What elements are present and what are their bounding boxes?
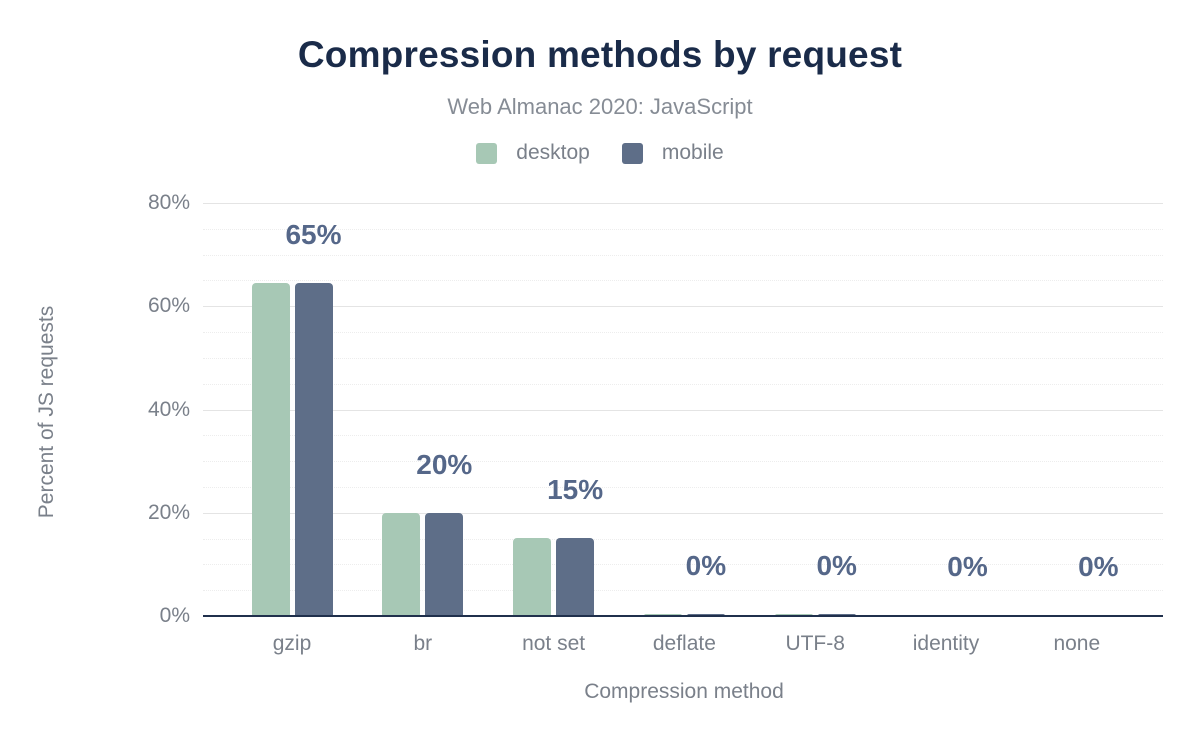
minor-gridline-30 xyxy=(203,461,1163,463)
minor-gridline-55 xyxy=(203,332,1163,334)
x-axis-title: Compression method xyxy=(584,680,784,703)
bar-mobile-not-set xyxy=(556,538,595,616)
x-tick-label-not-set: not set xyxy=(522,632,586,655)
y-tick-label-40: 40% xyxy=(147,397,190,421)
data-label-gzip: 65% xyxy=(285,219,342,251)
minor-gridline-25 xyxy=(203,486,1163,488)
bar-mobile-br xyxy=(425,513,464,616)
x-tick-label-none: none xyxy=(1053,632,1101,655)
x-tick-label-identity: identity xyxy=(912,632,980,655)
legend-swatch-mobile xyxy=(621,142,643,164)
y-tick-label-0: 0% xyxy=(159,604,190,627)
minor-gridline-10 xyxy=(203,564,1163,566)
data-label-deflate: 0% xyxy=(685,549,727,581)
minor-gridline-70 xyxy=(203,254,1163,256)
minor-gridline-15 xyxy=(203,538,1163,540)
bar-desktop-deflate xyxy=(643,613,682,616)
legend-label-mobile: mobile xyxy=(661,141,724,164)
major-gridline-60 xyxy=(203,306,1163,308)
major-gridline-80 xyxy=(203,203,1163,204)
legend-item-desktop: desktop xyxy=(476,141,590,165)
y-tick-label-60: 60% xyxy=(147,294,190,318)
y-axis-title: Percent of JS requests xyxy=(35,305,58,519)
legend-label-desktop: desktop xyxy=(516,141,590,164)
bar-mobile-gzip xyxy=(294,283,333,616)
y-tick-label-80: 80% xyxy=(147,191,190,214)
minor-gridline-50 xyxy=(203,357,1163,359)
bar-desktop-gzip xyxy=(251,283,290,616)
legend: desktop mobile xyxy=(0,141,1200,165)
minor-gridline-45 xyxy=(203,383,1163,385)
major-gridline-40 xyxy=(203,409,1163,411)
major-gridline-20 xyxy=(203,512,1163,514)
x-axis-baseline xyxy=(203,615,1163,617)
minor-gridline-65 xyxy=(203,280,1163,282)
data-label-not-set: 15% xyxy=(547,474,604,506)
data-label-none: 0% xyxy=(1078,550,1119,582)
data-label-br: 20% xyxy=(416,449,473,481)
x-tick-label-utf-8: UTF-8 xyxy=(785,632,845,655)
chart-title: Compression methods by request xyxy=(297,34,903,75)
bar-desktop-not-set xyxy=(513,538,552,616)
legend-swatch-desktop xyxy=(476,142,498,164)
x-tick-label-br: br xyxy=(413,632,433,655)
data-label-identity: 0% xyxy=(947,550,988,582)
minor-gridline-35 xyxy=(203,435,1163,437)
legend-item-mobile: mobile xyxy=(621,141,724,165)
plot-area: 65% gzip 20% br 15% not set 0% deflate 0% UTF-8 0%… xyxy=(203,203,1163,655)
bar-desktop-br xyxy=(382,513,421,616)
x-tick-label-deflate: deflate xyxy=(652,632,716,655)
x-tick-label-gzip: gzip xyxy=(272,632,312,655)
minor-gridline-75 xyxy=(203,228,1163,230)
y-tick-label-20: 20% xyxy=(147,500,190,524)
bar-mobile-deflate xyxy=(686,613,725,616)
minor-gridline-5 xyxy=(203,590,1163,592)
data-label-utf-8: 0% xyxy=(816,550,857,582)
chart-subtitle: Web Almanac 2020: JavaScript xyxy=(447,94,753,119)
